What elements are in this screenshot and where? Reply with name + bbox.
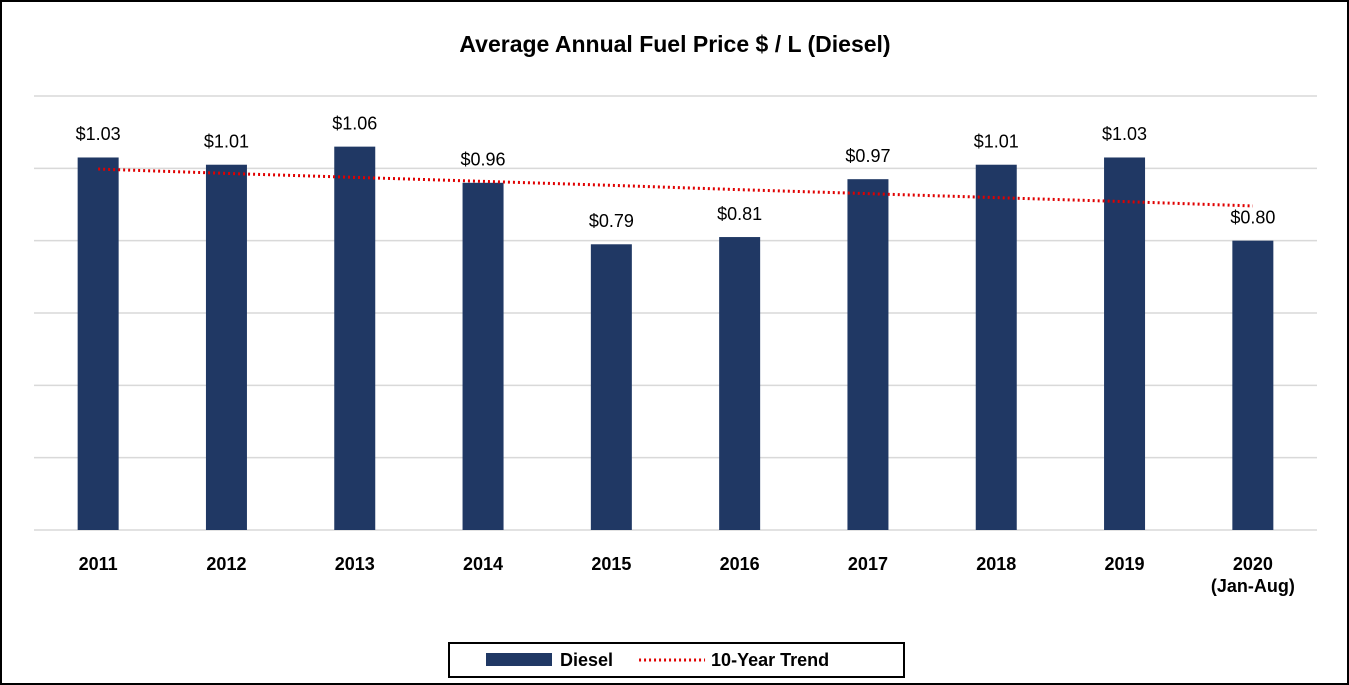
bar: [847, 179, 889, 530]
data-label: $1.06: [332, 113, 377, 133]
legend-swatch: [486, 653, 552, 666]
x-tick-label-line: 2020: [1233, 554, 1273, 574]
data-label: $0.81: [717, 204, 762, 224]
data-label: $0.97: [845, 146, 890, 166]
legend-box: [448, 642, 905, 678]
data-label: $1.01: [204, 131, 249, 151]
bar: [334, 146, 376, 530]
x-tick-label: 2011: [79, 554, 118, 574]
bar: [719, 237, 761, 531]
bar: [975, 164, 1017, 530]
data-label: $0.96: [461, 150, 506, 170]
x-tick-label: 2013: [335, 554, 375, 574]
legend-label: Diesel: [560, 650, 613, 670]
x-tick-label: 2016: [720, 554, 760, 574]
bar: [1104, 157, 1146, 530]
bar: [462, 182, 504, 531]
x-tick-label: 2018: [976, 554, 1016, 574]
x-tick-label: 2015: [591, 554, 631, 574]
bar: [1232, 240, 1274, 530]
data-label: $1.01: [974, 131, 1019, 151]
bar: [205, 164, 247, 530]
data-label: $0.80: [1230, 207, 1275, 227]
chart-title: Average Annual Fuel Price $ / L (Diesel): [459, 31, 890, 57]
data-label: $1.03: [1102, 124, 1147, 144]
data-label: $1.03: [76, 124, 121, 144]
data-label: $0.79: [589, 211, 634, 231]
bar: [77, 157, 119, 530]
x-tick-label: 2020 (Jan-Aug): [1211, 554, 1295, 596]
x-tick-label: 2014: [463, 554, 503, 574]
bar: [590, 244, 632, 531]
x-tick-label: 2017: [848, 554, 888, 574]
x-tick-label: 2019: [1105, 554, 1145, 574]
legend-label: 10-Year Trend: [711, 650, 829, 670]
x-tick-label: 2012: [206, 554, 246, 574]
x-tick-label-line: (Jan-Aug): [1211, 576, 1295, 596]
